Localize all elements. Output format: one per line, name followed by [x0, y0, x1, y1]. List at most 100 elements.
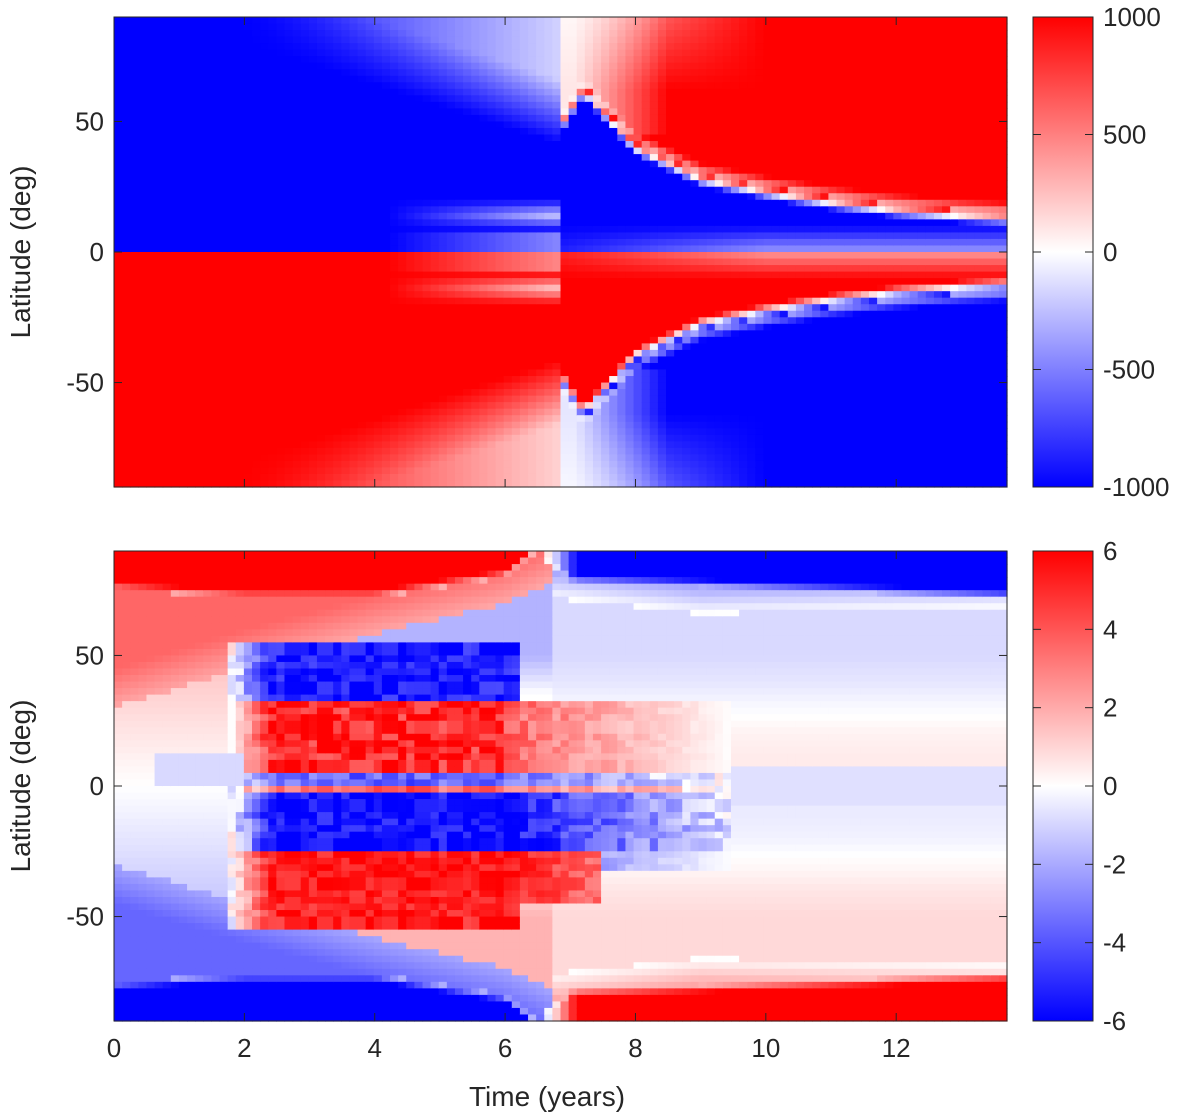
top-heatmap-cell: [528, 441, 537, 449]
top-heatmap-cell: [519, 402, 529, 410]
top-heatmap-cell: [406, 473, 415, 482]
top-heatmap-cell: [170, 186, 180, 194]
top-heatmap-cell: [252, 101, 261, 109]
top-heatmap-cell: [528, 278, 537, 286]
top-heatmap-cell: [227, 356, 237, 364]
top-heatmap-cell: [276, 238, 286, 247]
top-heatmap-cell: [479, 252, 489, 260]
top-heatmap-cell: [187, 69, 196, 77]
top-heatmap-cell: [511, 225, 521, 234]
top-heatmap-cell: [633, 88, 643, 96]
top-heatmap-cell: [219, 356, 229, 364]
top-heatmap-cell: [114, 291, 123, 299]
top-heatmap-cell: [446, 82, 456, 90]
top-heatmap-cell: [479, 56, 489, 64]
top-heatmap-cell: [487, 395, 497, 403]
top-heatmap-cell: [463, 212, 472, 220]
top-heatmap-cell: [414, 265, 424, 273]
top-heatmap-cell: [284, 284, 294, 292]
top-heatmap-cell: [268, 212, 277, 220]
top-heatmap-cell: [316, 343, 326, 351]
top-heatmap-cell: [601, 356, 610, 364]
top-heatmap-cell: [479, 121, 489, 129]
top-heatmap-cell: [130, 75, 139, 83]
top-heatmap-cell: [438, 428, 448, 436]
top-heatmap-cell: [657, 291, 667, 299]
top-heatmap-cell: [454, 160, 464, 168]
top-heatmap-cell: [357, 36, 367, 44]
top-heatmap-cell: [316, 369, 326, 377]
top-heatmap-cell: [601, 88, 610, 96]
top-heatmap-cell: [398, 343, 407, 351]
top-heatmap-cell: [633, 467, 643, 475]
top-heatmap-cell: [446, 17, 456, 25]
top-heatmap-cell: [276, 369, 286, 377]
top-heatmap-cell: [519, 408, 529, 416]
top-heatmap-cell: [641, 193, 651, 201]
top-heatmap-cell: [138, 114, 148, 123]
top-heatmap-cell: [325, 154, 334, 162]
top-heatmap-cell: [373, 258, 383, 266]
top-heatmap-cell: [617, 206, 627, 214]
top-heatmap-cell: [438, 323, 448, 331]
top-heatmap-cell: [243, 43, 253, 51]
top-heatmap-cell: [170, 238, 180, 247]
top-heatmap-cell: [536, 415, 545, 423]
top-heatmap-cell: [349, 415, 359, 423]
top-heatmap-cell: [381, 95, 391, 103]
top-heatmap-cell: [592, 232, 602, 240]
top-heatmap-cell: [138, 82, 148, 90]
top-heatmap-cell: [536, 252, 545, 260]
top-heatmap-cell: [333, 415, 342, 423]
top-heatmap-cell: [471, 232, 480, 240]
top-heatmap-cell: [195, 304, 204, 312]
top-heatmap-cell: [617, 362, 627, 371]
top-heatmap-cell: [130, 376, 139, 384]
top-heatmap-cell: [365, 252, 375, 260]
top-heatmap-cell: [519, 467, 529, 475]
top-heatmap-cell: [528, 317, 537, 325]
top-heatmap-cell: [235, 252, 245, 260]
top-heatmap-cell: [203, 43, 213, 51]
top-heatmap-cell: [552, 402, 562, 410]
top-heatmap-cell: [276, 43, 286, 51]
top-heatmap-cell: [357, 376, 367, 384]
top-heatmap-cell: [463, 160, 472, 168]
top-heatmap-cell: [422, 114, 432, 123]
top-heatmap-cell: [592, 349, 602, 358]
top-heatmap-cell: [584, 186, 594, 194]
top-heatmap-cell: [219, 421, 229, 429]
top-heatmap-cell: [235, 49, 245, 57]
top-heatmap-cell: [170, 415, 180, 423]
top-heatmap-cell: [495, 447, 505, 455]
top-heatmap-cell: [398, 101, 407, 109]
top-heatmap-cell: [146, 304, 156, 312]
top-heatmap-cell: [316, 428, 326, 436]
top-heatmap-cell: [479, 238, 489, 247]
top-heatmap-cell: [617, 265, 627, 273]
top-heatmap-cell: [641, 376, 651, 384]
top-heatmap-cell: [316, 56, 326, 64]
top-heatmap-cell: [349, 395, 359, 403]
top-heatmap-cell: [154, 199, 164, 207]
top-heatmap-cell: [519, 17, 529, 25]
top-heatmap-cell: [219, 95, 229, 103]
top-heatmap-cell: [114, 434, 123, 442]
top-heatmap-cell: [398, 62, 407, 70]
top-heatmap-cell: [235, 428, 245, 436]
top-heatmap-cell: [487, 180, 497, 188]
top-heatmap-cell: [519, 43, 529, 51]
top-heatmap-cell: [560, 95, 570, 103]
top-heatmap-cell: [138, 291, 148, 299]
top-heatmap-cell: [357, 356, 367, 364]
top-heatmap-cell: [576, 480, 586, 488]
top-heatmap-cell: [154, 421, 164, 429]
top-heatmap-cell: [666, 441, 675, 449]
top-heatmap-cell: [560, 441, 570, 449]
top-heatmap-cell: [609, 232, 618, 240]
top-heatmap-cell: [479, 219, 489, 227]
top-heatmap-cell: [219, 252, 229, 260]
top-heatmap-cell: [170, 284, 180, 292]
top-heatmap-cell: [528, 75, 537, 83]
top-heatmap-cell: [454, 173, 464, 181]
